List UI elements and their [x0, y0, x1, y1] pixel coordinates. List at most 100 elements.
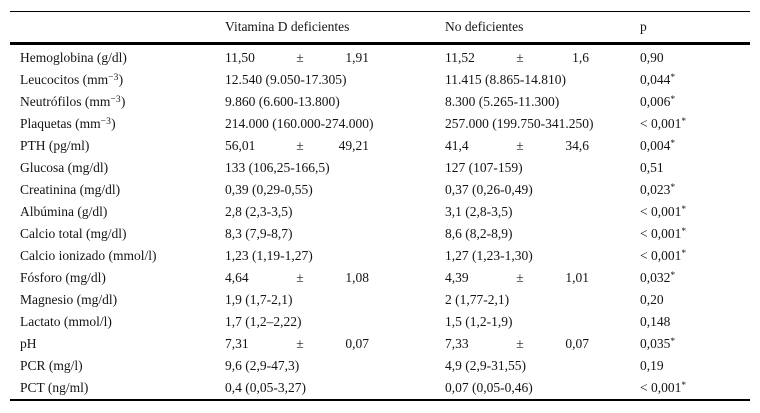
p-value-cell: < 0,001*	[640, 245, 750, 267]
column-header-vitd-deficient: Vitamina D deficientes	[225, 11, 445, 45]
no-deficient-sd: 0,07	[565, 336, 589, 351]
p-value-cell: 0,51	[640, 157, 750, 179]
table-row: Creatinina (mg/dl) 0,39 (0,29-0,55) 0,37…	[10, 179, 750, 201]
no-deficient-value-cell: 8,6 (8,2-8,9)	[445, 223, 640, 245]
p-value-cell: 0,035*	[640, 333, 750, 355]
no-deficient-value: 11.415 (8.865-14.810)	[445, 72, 566, 87]
vitd-deficient-value-cell: 8,3 (7,9-8,7)	[225, 223, 445, 245]
no-deficient-value-cell: 3,1 (2,8-3,5)	[445, 201, 640, 223]
vitd-deficient-value-cell: 11,50 ±1,91	[225, 44, 445, 70]
parameter-label: PTH (pg/ml)	[10, 135, 225, 157]
plus-minus-sign: ±	[516, 270, 524, 285]
significance-asterisk: *	[670, 337, 676, 347]
plus-minus-sign: ±	[296, 270, 304, 285]
no-deficient-value: 0,07 (0,05-0,46)	[445, 380, 533, 395]
no-deficient-value: 257.000 (199.750-341.250)	[445, 116, 594, 131]
vitd-deficient-sd: 1,91	[345, 50, 369, 65]
lab-results-table: Vitamina D deficientes No deficientes p …	[10, 11, 750, 401]
significance-asterisk: *	[670, 139, 676, 149]
vitd-deficient-value-cell: 1,7 (1,2–2,22)	[225, 311, 445, 333]
plus-minus-sign: ±	[516, 138, 524, 153]
parameter-label-text: Leucocitos (mm	[20, 72, 109, 87]
significance-asterisk: *	[670, 95, 676, 105]
no-deficient-value-cell: 0,37 (0,26-0,49)	[445, 179, 640, 201]
parameter-label: PCT (ng/ml)	[10, 377, 225, 400]
parameter-label: Creatinina (mg/dl)	[10, 179, 225, 201]
no-deficient-value: 8,6 (8,2-8,9)	[445, 226, 513, 241]
vitd-deficient-value: 1,7 (1,2–2,22)	[225, 314, 302, 329]
p-value-cell: 0,044*	[640, 69, 750, 91]
parameter-label: Calcio total (mg/dl)	[10, 223, 225, 245]
table-row: PCR (mg/l) 9,6 (2,9-47,3) 4,9 (2,9-31,55…	[10, 355, 750, 377]
p-value-cell: < 0,001*	[640, 113, 750, 135]
vitd-deficient-value: 7,31	[225, 336, 249, 351]
parameter-label: Glucosa (mg/dl)	[10, 157, 225, 179]
no-deficient-value: 127 (107-159)	[445, 160, 523, 175]
parameter-label: pH	[10, 333, 225, 355]
column-header-parameter	[10, 11, 225, 45]
vitd-deficient-value-cell: 0,4 (0,05-3,27)	[225, 377, 445, 400]
parameter-label-text: PCR (mg/l)	[20, 358, 83, 373]
parameter-label: Hemoglobina (g/dl)	[10, 44, 225, 70]
table-row: Magnesio (mg/dl) 1,9 (1,7-2,1) 2 (1,77-2…	[10, 289, 750, 311]
table-row: Fósforo (mg/dl) 4,64 ±1,08 4,39 ±1,01 0,03…	[10, 267, 750, 289]
significance-asterisk: *	[670, 271, 676, 281]
parameter-label-text: Magnesio (mg/dl)	[20, 292, 118, 307]
table-row: Albúmina (g/dl) 2,8 (2,3-3,5) 3,1 (2,8-3…	[10, 201, 750, 223]
p-value: 0,20	[640, 292, 664, 307]
vitd-deficient-value: 0,39 (0,29-0,55)	[225, 182, 313, 197]
parameter-label-text: Creatinina (mg/dl)	[20, 182, 121, 197]
no-deficient-value: 0,37 (0,26-0,49)	[445, 182, 533, 197]
parameter-label-suffix: )	[118, 72, 124, 87]
vitd-deficient-value: 12.540 (9.050-17.305)	[225, 72, 347, 87]
vitd-deficient-value-cell: 12.540 (9.050-17.305)	[225, 69, 445, 91]
table-row: Glucosa (mg/dl) 133 (106,25-166,5) 127 (…	[10, 157, 750, 179]
parameter-label-text: Albúmina (g/dl)	[20, 204, 108, 219]
parameter-label: Lactato (mmol/l)	[10, 311, 225, 333]
no-deficient-value-cell: 4,9 (2,9-31,55)	[445, 355, 640, 377]
significance-asterisk: *	[670, 73, 676, 83]
parameter-label-text: PCT (ng/ml)	[20, 380, 89, 395]
no-deficient-value-cell: 1,27 (1,23-1,30)	[445, 245, 640, 267]
significance-asterisk: *	[681, 205, 687, 215]
parameter-label-text: Calcio ionizado (mmol/l)	[20, 248, 157, 263]
vitd-deficient-value-cell: 2,8 (2,3-3,5)	[225, 201, 445, 223]
parameter-label: Leucocitos (mm−3)	[10, 69, 225, 91]
vitd-deficient-value: 9.860 (6.600-13.800)	[225, 94, 340, 109]
column-header-no-deficient: No deficientes	[445, 11, 640, 45]
no-deficient-value-cell: 41,4 ±34,6	[445, 135, 640, 157]
parameter-label: PCR (mg/l)	[10, 355, 225, 377]
no-deficient-sd: 1,01	[565, 270, 589, 285]
vitd-deficient-sd: 1,08	[345, 270, 369, 285]
no-deficient-value-cell: 1,5 (1,2-1,9)	[445, 311, 640, 333]
parameter-label: Neutrófilos (mm−3)	[10, 91, 225, 113]
vitd-deficient-value: 133 (106,25-166,5)	[225, 160, 330, 175]
no-deficient-value: 41,4	[445, 138, 469, 153]
p-value: 0,90	[640, 50, 664, 65]
p-value: < 0,001	[640, 226, 682, 241]
p-value-cell: < 0,001*	[640, 377, 750, 400]
p-value: 0,035	[640, 336, 671, 351]
p-value-cell: 0,004*	[640, 135, 750, 157]
parameter-label: Plaquetas (mm−3)	[10, 113, 225, 135]
vitd-deficient-value: 4,64	[225, 270, 249, 285]
vitd-deficient-value-cell: 7,31 ±0,07	[225, 333, 445, 355]
p-value: 0,004	[640, 138, 671, 153]
vitd-deficient-value-cell: 1,9 (1,7-2,1)	[225, 289, 445, 311]
parameter-label-text: pH	[20, 336, 37, 351]
significance-asterisk: *	[681, 117, 687, 127]
lab-results-table-container: Vitamina D deficientes No deficientes p …	[10, 11, 750, 401]
no-deficient-value-cell: 0,07 (0,05-0,46)	[445, 377, 640, 400]
p-value: 0,032	[640, 270, 671, 285]
p-value-cell: 0,148	[640, 311, 750, 333]
no-deficient-value-cell: 11,52 ±1,6	[445, 44, 640, 70]
no-deficient-value: 1,27 (1,23-1,30)	[445, 248, 533, 263]
significance-asterisk: *	[670, 183, 676, 193]
p-value: < 0,001	[640, 116, 682, 131]
vitd-deficient-sd: 49,21	[338, 138, 369, 153]
table-row: Hemoglobina (g/dl) 11,50 ±1,91 11,52 ±1,6 …	[10, 44, 750, 70]
parameter-label: Fósforo (mg/dl)	[10, 267, 225, 289]
p-value-cell: < 0,001*	[640, 201, 750, 223]
column-header-p-value: p	[640, 11, 750, 45]
no-deficient-value-cell: 127 (107-159)	[445, 157, 640, 179]
